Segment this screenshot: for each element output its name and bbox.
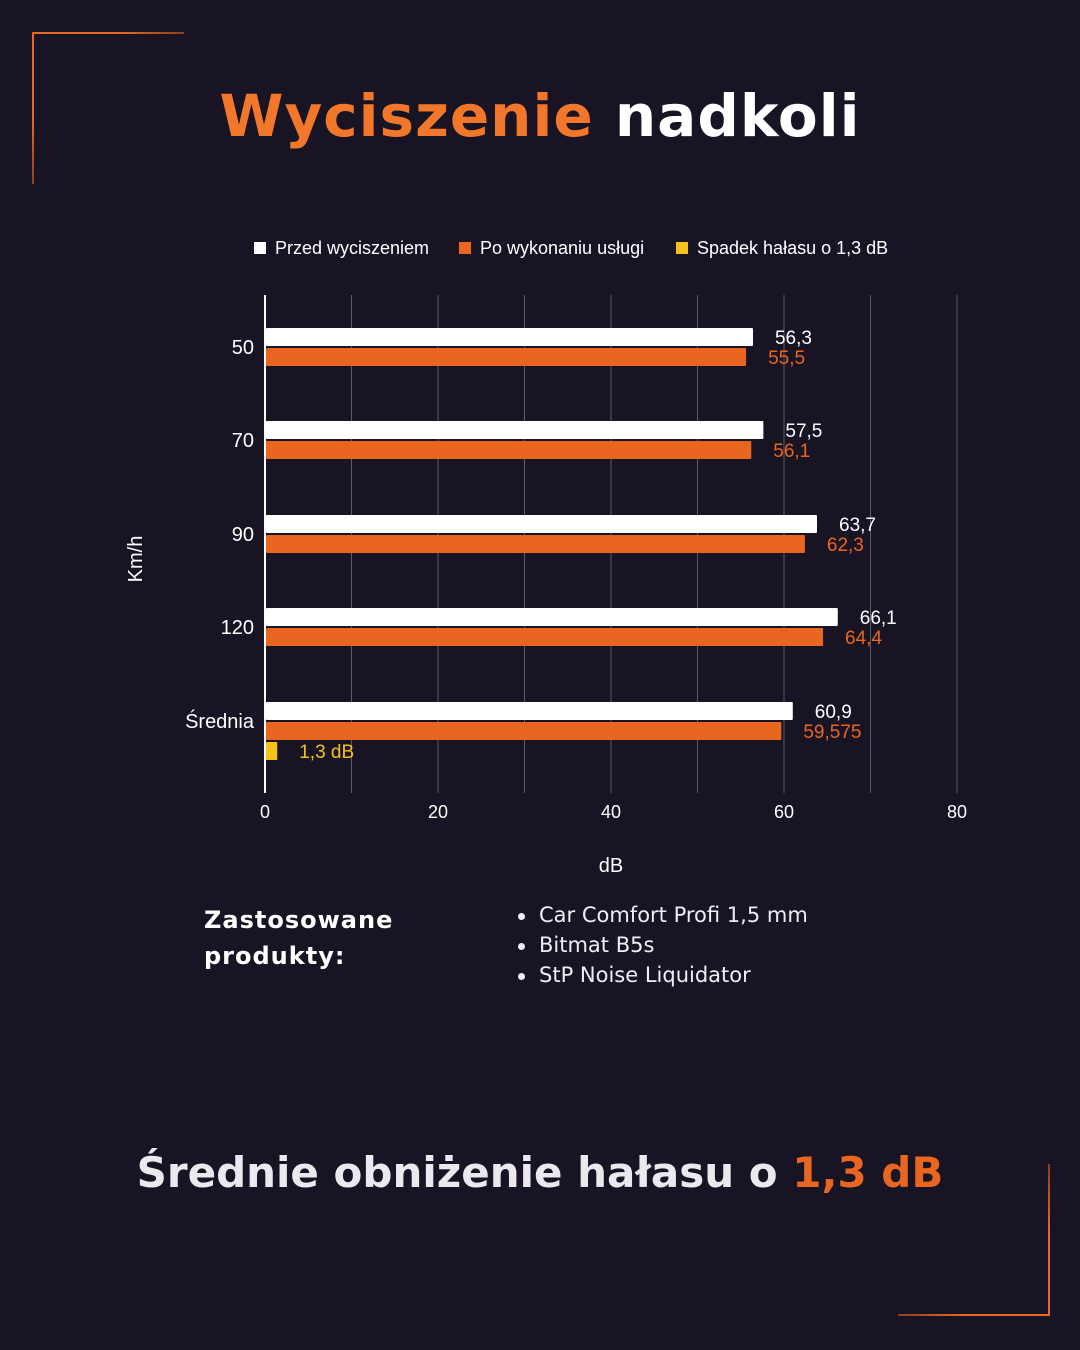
x-tick-label: 0 bbox=[260, 802, 270, 822]
legend-swatch bbox=[676, 242, 688, 254]
summary-text: Średnie obniżenie hałasu o bbox=[136, 1148, 778, 1197]
bar bbox=[266, 535, 805, 553]
category-label: 120 bbox=[221, 617, 254, 639]
x-tick-label: 40 bbox=[601, 802, 621, 822]
legend-label: Spadek hałasu o 1,3 dB bbox=[697, 238, 888, 258]
product-item: Car Comfort Profi 1,5 mm bbox=[516, 900, 808, 930]
x-tick-label: 60 bbox=[774, 802, 794, 822]
category-label: Średnia bbox=[185, 709, 255, 733]
data-label: 63,7 bbox=[839, 515, 876, 536]
page-title: Wyciszenie nadkoli bbox=[0, 82, 1080, 150]
data-label: 66,1 bbox=[860, 608, 897, 629]
category-label: 50 bbox=[232, 337, 254, 359]
data-label: 59,575 bbox=[803, 722, 861, 743]
legend-label: Przed wyciszeniem bbox=[275, 238, 429, 258]
summary-highlight: 1,3 dB bbox=[792, 1148, 944, 1197]
bar bbox=[266, 608, 838, 626]
corner-decoration-top-left bbox=[32, 32, 184, 184]
products-label-line2: produkty: bbox=[204, 942, 346, 970]
product-item: Bitmat B5s bbox=[516, 930, 808, 960]
products-list: Car Comfort Profi 1,5 mm Bitmat B5s StP … bbox=[516, 900, 808, 990]
legend-swatch bbox=[459, 242, 471, 254]
bar bbox=[266, 515, 818, 533]
x-tick-label: 20 bbox=[428, 802, 448, 822]
corner-decoration-bottom-right bbox=[898, 1164, 1050, 1316]
product-item: StP Noise Liquidator bbox=[516, 960, 808, 990]
y-axis-title: Km/h bbox=[125, 536, 147, 583]
bar bbox=[266, 421, 764, 439]
title-rest: nadkoli bbox=[614, 82, 861, 150]
x-axis-title: dB bbox=[599, 855, 623, 877]
bar-chart: 0 20 40 60 80 dB Km/h Przed wyciszeniem Po wykon… bbox=[125, 238, 967, 877]
bar bbox=[266, 441, 752, 459]
data-label: 1,3 dB bbox=[299, 742, 354, 763]
data-label: 57,5 bbox=[785, 421, 822, 442]
data-label: 56,3 bbox=[775, 328, 812, 349]
title-accent: Wyciszenie bbox=[219, 82, 594, 150]
data-label: 55,5 bbox=[768, 348, 805, 369]
bar bbox=[266, 742, 278, 760]
summary-line: Średnie obniżenie hałasu o 1,3 dB bbox=[0, 1148, 1080, 1197]
legend-swatch bbox=[254, 242, 266, 254]
bar bbox=[266, 348, 747, 366]
bar bbox=[266, 628, 824, 646]
data-label: 56,1 bbox=[773, 441, 810, 462]
bar bbox=[266, 702, 793, 720]
products-label-line1: Zastosowane bbox=[204, 906, 394, 934]
bar bbox=[266, 328, 753, 346]
legend-label: Po wykonaniu usługi bbox=[480, 238, 644, 258]
bar bbox=[266, 722, 782, 740]
data-label: 62,3 bbox=[827, 535, 864, 556]
x-tick-label: 80 bbox=[947, 802, 967, 822]
category-label: 90 bbox=[232, 524, 254, 546]
data-label: 60,9 bbox=[815, 702, 852, 723]
products-label: Zastosowane produkty: bbox=[204, 902, 484, 974]
data-label: 64,4 bbox=[845, 628, 882, 649]
category-label: 70 bbox=[232, 430, 254, 452]
